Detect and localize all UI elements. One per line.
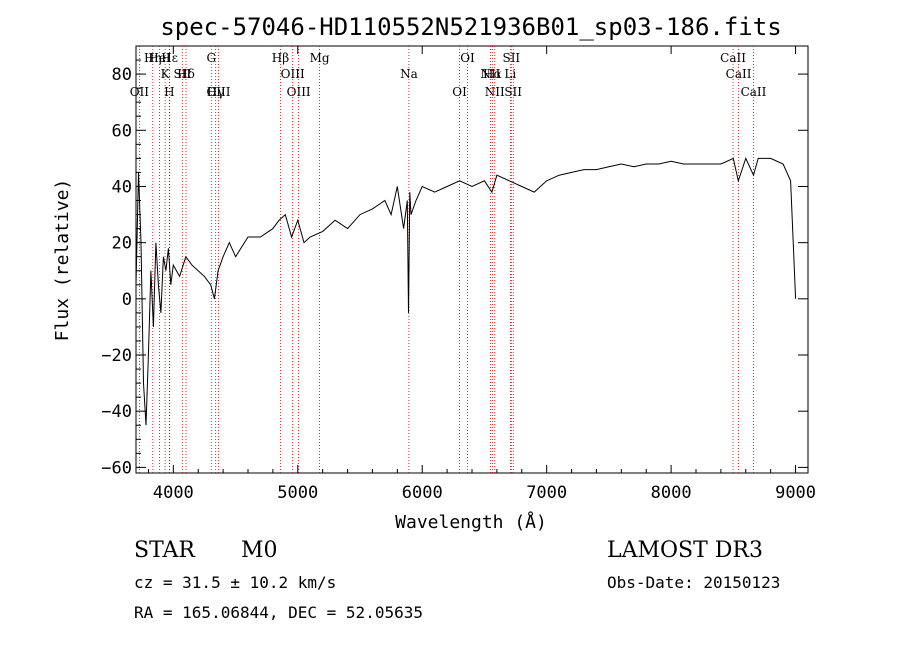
y-axis-label: Flux (relative) (52, 179, 73, 342)
subclass-label: M0 (241, 538, 278, 563)
line-label: Li (504, 67, 516, 81)
spectral-line-labels: HεHδHγHβHαOIIHηKHHeISIIOIIIGOIIIOIIIMgNa… (130, 51, 767, 99)
line-label: CaII (720, 51, 746, 65)
y-tick-label: −40 (101, 402, 132, 422)
line-label: OIII (287, 85, 311, 99)
line-label: OII (130, 85, 150, 99)
line-label: Na (400, 67, 418, 81)
y-tick-label: 20 (112, 234, 132, 254)
line-label: G (206, 51, 216, 65)
line-label: K (161, 67, 171, 81)
line-label: Hδ (177, 67, 195, 81)
x-tick-label: 7000 (526, 483, 567, 503)
line-label: Hε (161, 51, 178, 65)
line-label: CaII (741, 85, 767, 99)
line-label: Hγ (207, 85, 225, 99)
x-axis-ticks: 4000 5000 6000 7000 8000 9000 (147, 46, 816, 503)
line-label: CaII (726, 67, 752, 81)
x-axis-label: Wavelength (Å) (395, 511, 547, 533)
spectrum-line (135, 157, 797, 426)
y-axis-ticks: −60 −40 −20 0 20 40 60 80 (101, 45, 808, 478)
line-label: H (164, 85, 174, 99)
line-label: OI (460, 51, 475, 65)
line-label: OI (452, 85, 467, 99)
line-label: Hβ (272, 51, 289, 65)
line-label: Mg (310, 51, 330, 65)
y-tick-label: −60 (101, 458, 132, 478)
line-label: NII (485, 85, 505, 99)
x-tick-label: 5000 (277, 483, 318, 503)
redshift-label: cz = 31.5 ± 10.2 km/s (134, 573, 337, 592)
line-label: Hα (483, 67, 502, 81)
line-label: OIII (206, 85, 230, 99)
x-tick-label: 9000 (775, 483, 816, 503)
line-label: SII (502, 51, 520, 65)
survey-label: LAMOST DR3 (607, 538, 763, 563)
x-tick-label: 6000 (402, 483, 443, 503)
line-label: SII (173, 67, 191, 81)
line-label: OIII (281, 67, 305, 81)
line-label: Hη (144, 51, 162, 65)
y-tick-label: 0 (122, 290, 132, 310)
obs-date-label: Obs-Date: 20150123 (607, 573, 781, 592)
class-label: STAR (134, 538, 195, 563)
chart-title: spec-57046-HD110552N521936B01_sp03-186.f… (160, 13, 781, 41)
line-label: SII (504, 85, 522, 99)
line-label: HeI (148, 51, 171, 65)
x-tick-label: 8000 (651, 483, 692, 503)
plot-frame (135, 45, 809, 474)
spectral-line-markers (138, 46, 754, 473)
x-tick-label: 4000 (153, 483, 194, 503)
y-tick-label: −20 (101, 346, 132, 366)
y-tick-label: 80 (112, 65, 132, 85)
y-tick-label: 60 (112, 121, 132, 141)
y-tick-label: 40 (112, 177, 132, 197)
line-label: NII (480, 67, 500, 81)
coordinates-label: RA = 165.06844, DEC = 52.05635 (134, 603, 423, 622)
